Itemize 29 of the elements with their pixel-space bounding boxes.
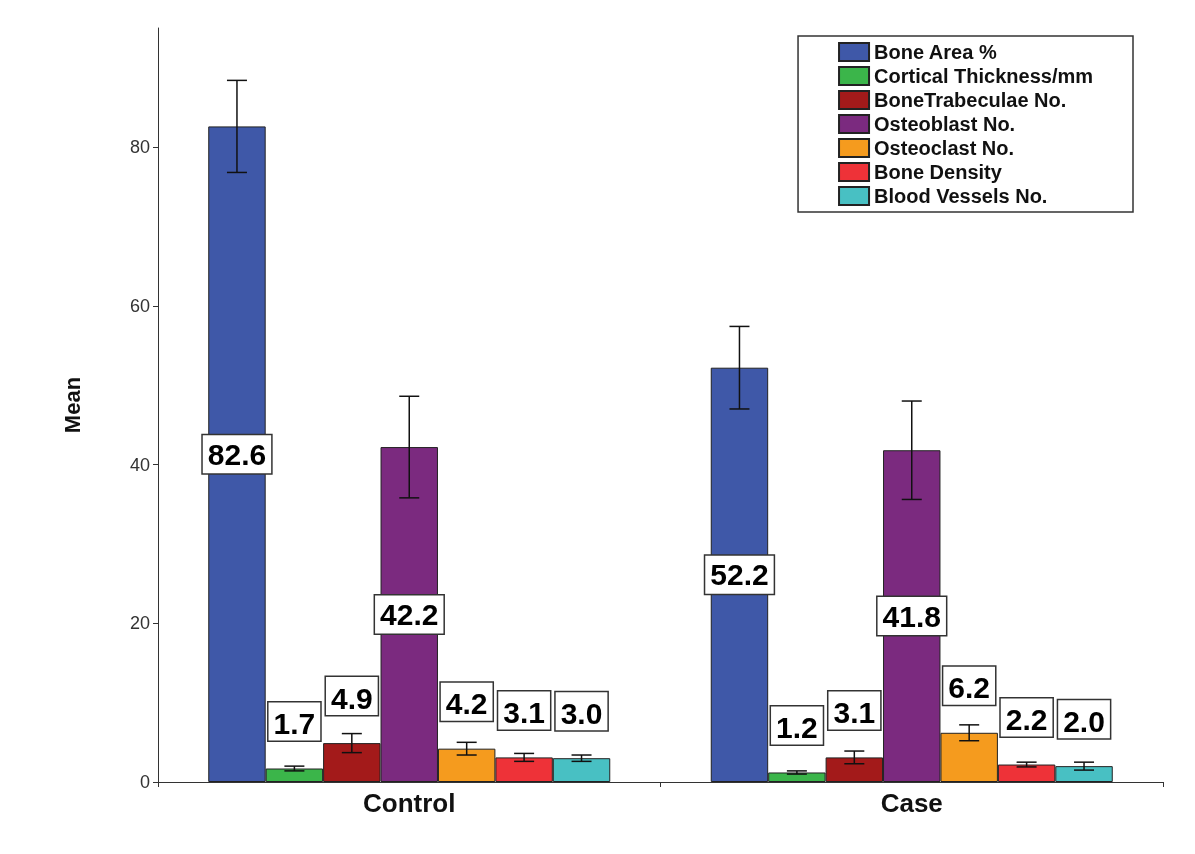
legend-label: Blood Vessels No. bbox=[874, 185, 1048, 207]
legend-label: BoneTrabeculae No. bbox=[874, 89, 1067, 111]
data-label: 42.2 bbox=[380, 598, 439, 632]
data-label: 2.2 bbox=[1005, 703, 1048, 737]
legend-label: Osteoclast No. bbox=[874, 137, 1015, 159]
y-tick-label: 20 bbox=[129, 613, 150, 634]
x-tick-label: Case bbox=[880, 788, 943, 818]
legend-label: Bone Density bbox=[874, 161, 1003, 183]
y-tick-label: 80 bbox=[129, 137, 150, 158]
data-label: 4.2 bbox=[445, 687, 488, 721]
y-axis-title: Mean bbox=[59, 376, 85, 434]
legend-label: Cortical Thickness/mm bbox=[874, 65, 1093, 87]
x-tick-label: Control bbox=[363, 788, 456, 818]
data-label: 52.2 bbox=[710, 558, 769, 592]
legend-label: Bone Area % bbox=[874, 41, 997, 63]
data-label: 3.1 bbox=[833, 695, 876, 729]
y-tick-label: 0 bbox=[139, 772, 150, 792]
data-label: 6.2 bbox=[948, 671, 991, 705]
legend-label: Osteoblast No. bbox=[874, 113, 1016, 135]
y-tick-label: 60 bbox=[129, 295, 150, 316]
data-label: 2.0 bbox=[1063, 704, 1105, 738]
data-label: 4.9 bbox=[330, 681, 373, 715]
data-label: 1.7 bbox=[273, 707, 316, 741]
data-label: 1.2 bbox=[776, 710, 818, 744]
data-label: 41.8 bbox=[882, 599, 941, 633]
data-label: 3.0 bbox=[560, 696, 603, 730]
data-label: 3.1 bbox=[503, 695, 545, 729]
data-label: 82.6 bbox=[207, 437, 267, 471]
y-tick-label: 40 bbox=[129, 454, 150, 475]
